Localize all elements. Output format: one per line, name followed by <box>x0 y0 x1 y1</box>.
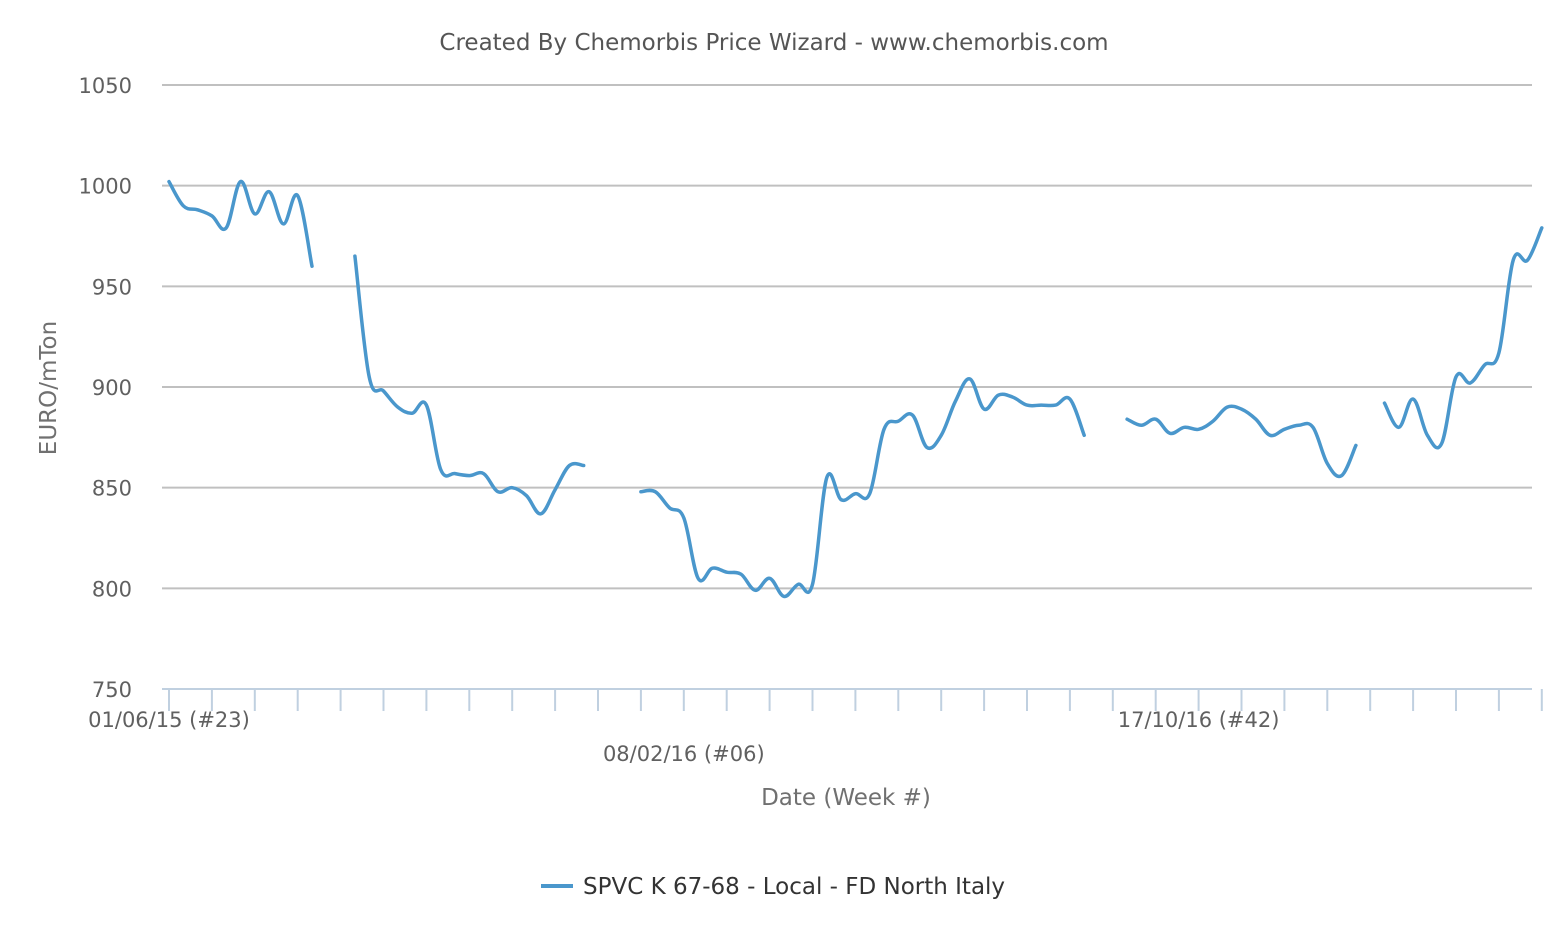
y-tick-label: 800 <box>92 577 132 601</box>
series-line-segment <box>1125 404 1358 479</box>
series-line-segment <box>353 254 586 516</box>
x-tick-label: 08/02/16 (#06) <box>603 742 765 766</box>
x-tick-label: 17/10/16 (#42) <box>1118 708 1280 732</box>
y-tick-label: 1050 <box>79 74 132 98</box>
x-tick-label: 01/06/15 (#23) <box>88 708 250 732</box>
x-axis-ticks <box>168 689 1543 711</box>
y-tick-label: 900 <box>92 376 132 400</box>
chart-title: Created By Chemorbis Price Wizard - www.… <box>439 30 1108 56</box>
x-axis-title: Date (Week #) <box>761 785 931 811</box>
legend-label: SPVC K 67-68 - Local - FD North Italy <box>583 874 1005 900</box>
series-line-segment <box>167 179 314 268</box>
legend[interactable]: SPVC K 67-68 - Local - FD North Italy <box>541 874 1005 900</box>
y-axis-ticks: 750 800 850 900 950 1000 1050 <box>79 74 132 702</box>
y-tick-label: 850 <box>92 477 132 501</box>
y-tick-label: 750 <box>92 678 132 702</box>
series-line-segment <box>639 377 1086 599</box>
x-axis-tick-labels: 01/06/15 (#23) 08/02/16 (#06) 17/10/16 (#4… <box>88 708 1279 766</box>
series-line-segment <box>1382 226 1544 450</box>
series-lines <box>167 179 1544 599</box>
gridlines <box>162 84 1532 590</box>
y-tick-label: 1000 <box>79 175 132 199</box>
y-axis-title: EURO/mTon <box>36 321 62 455</box>
y-tick-label: 950 <box>92 275 132 299</box>
